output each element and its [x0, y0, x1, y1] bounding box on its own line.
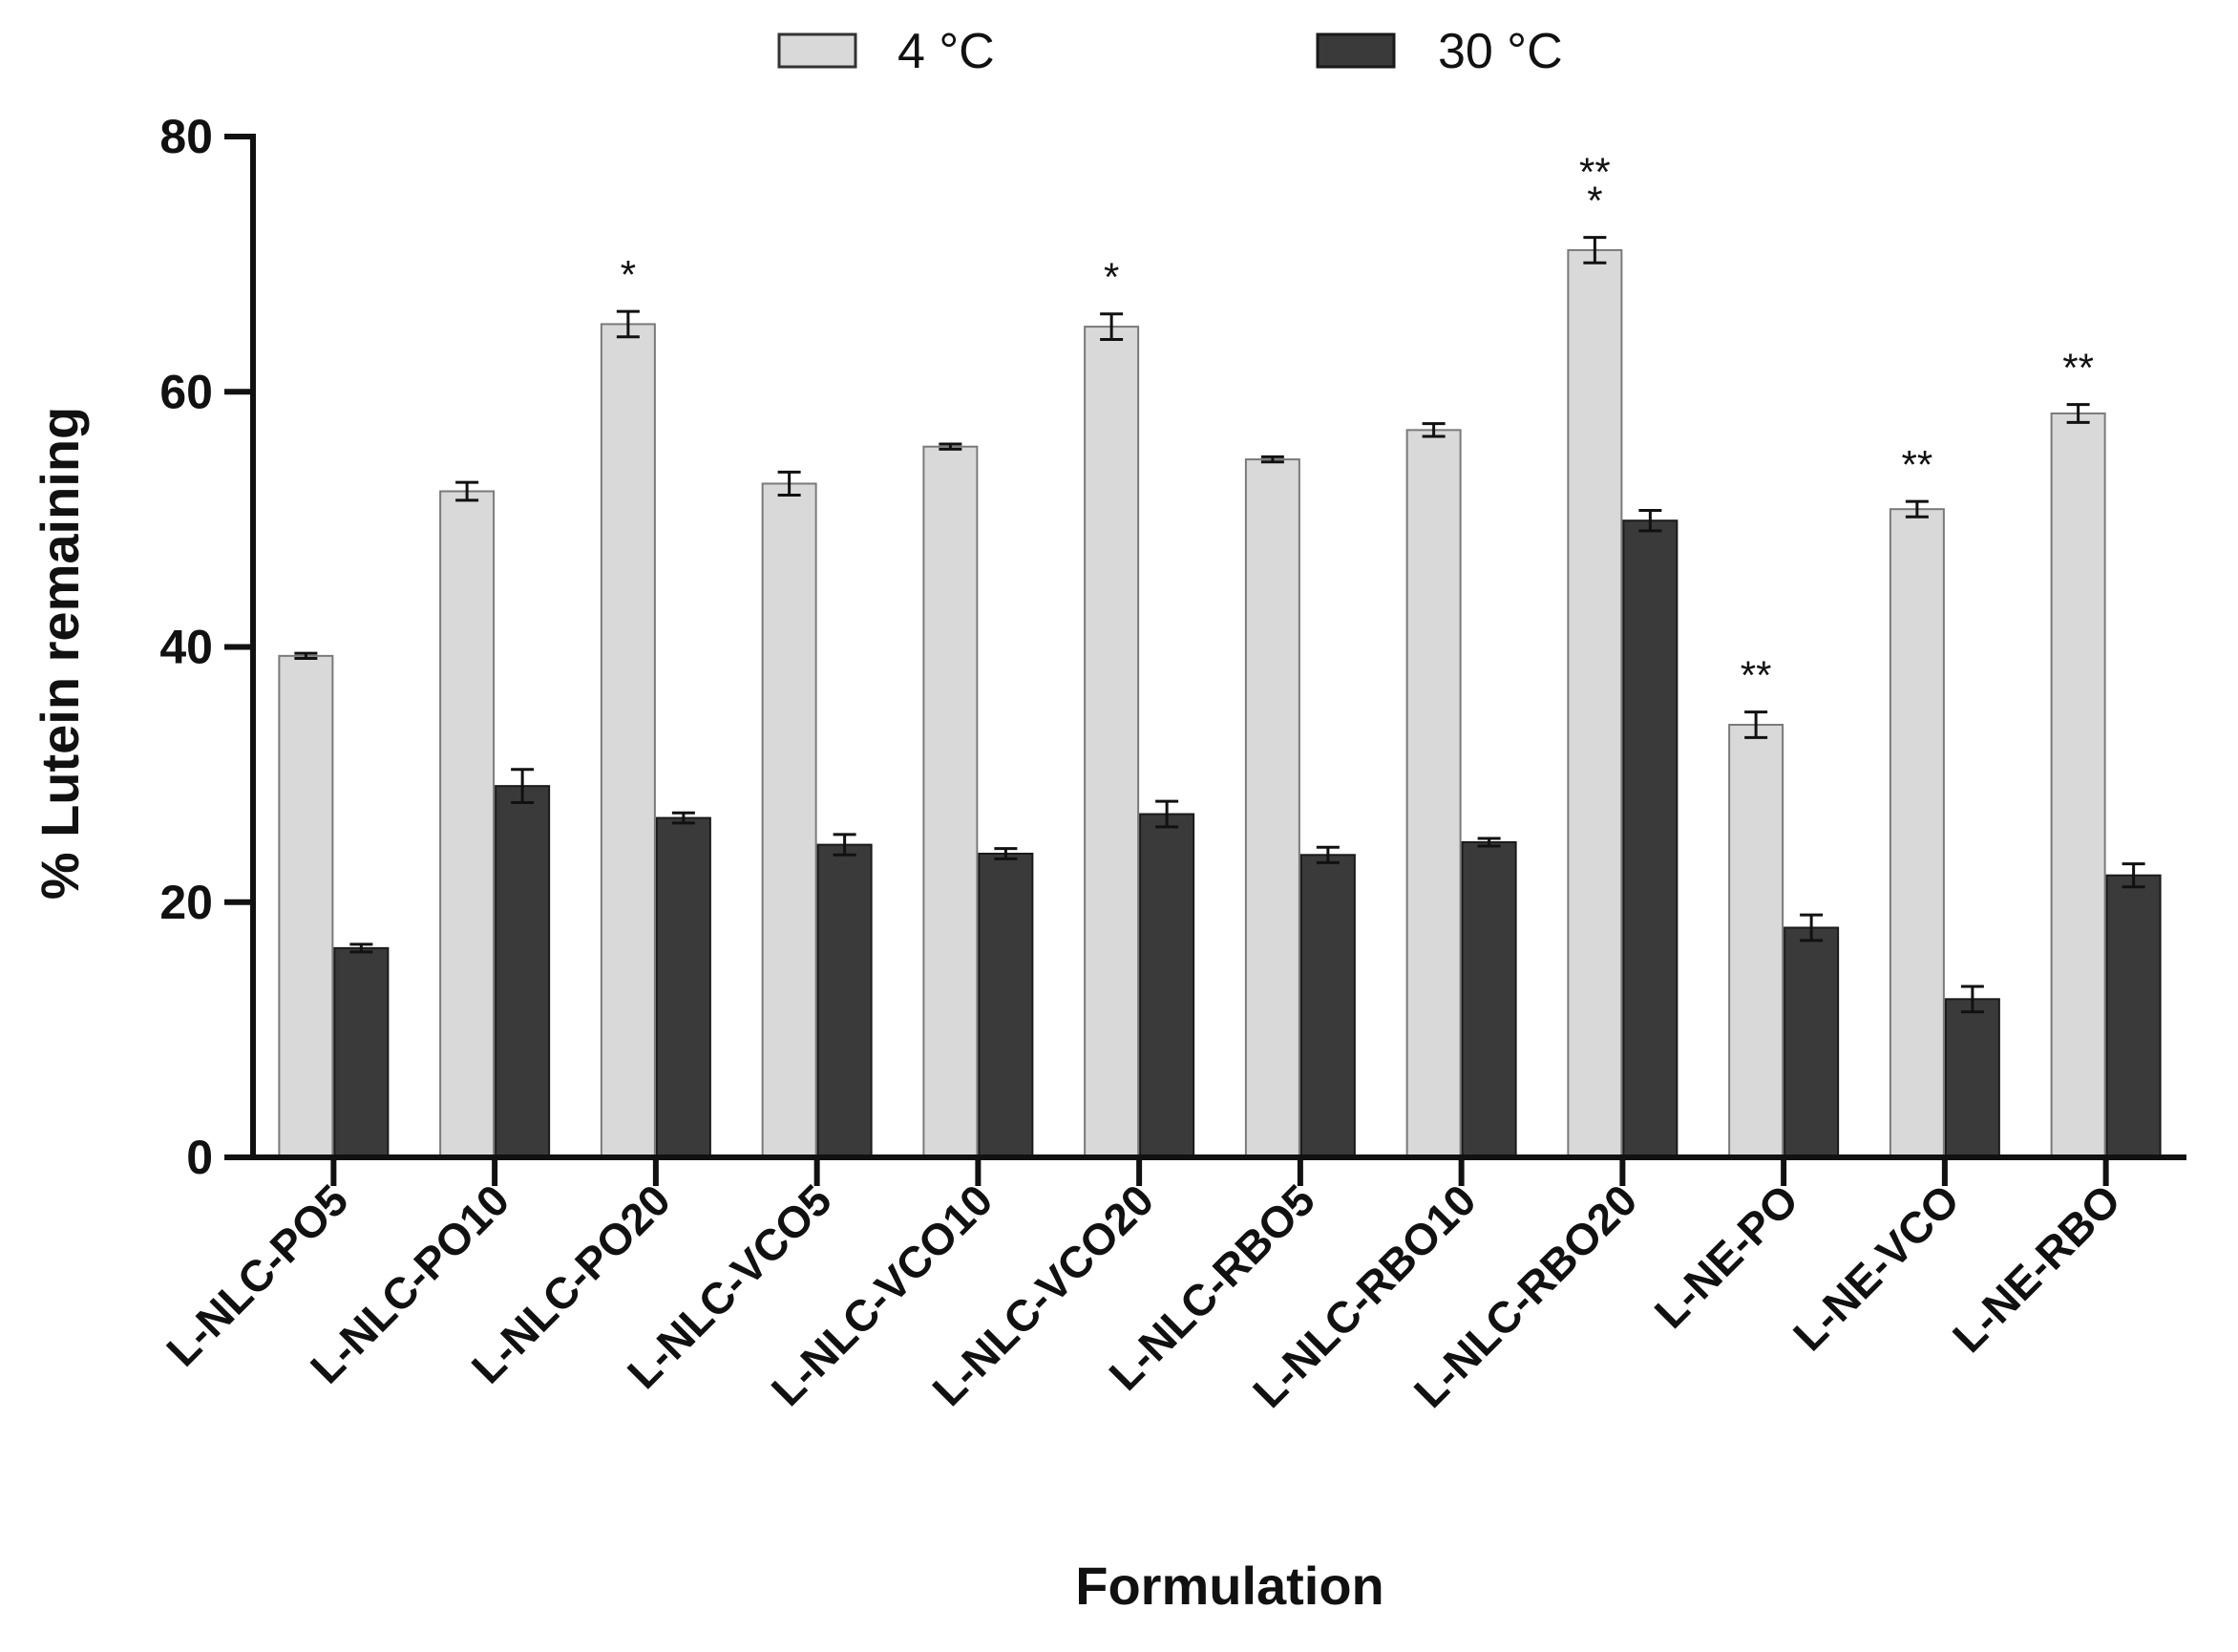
bar-4-c-l-nlc-vco10 — [922, 445, 979, 1158]
y-tick-label-0: 0 — [186, 1131, 213, 1184]
bar-4-c-l-nlc-po20 — [600, 323, 656, 1158]
bar-30-c-l-ne-vco — [1944, 998, 2000, 1159]
legend-swatch-30c — [1316, 32, 1396, 69]
bar-4-c-l-ne-po — [1728, 724, 1784, 1158]
y-axis-title: % Lutein remaining — [30, 407, 90, 900]
x-tick-label-l-ne-vco: L-NE-VCO — [1784, 1175, 1969, 1360]
y-tick-label-60: 60 — [159, 365, 213, 418]
bar-4-c-l-nlc-po10 — [439, 490, 496, 1158]
bar-30-c-l-nlc-po20 — [655, 816, 711, 1158]
legend-label-4c: 4 °C — [897, 24, 995, 79]
bar-30-c-l-nlc-vco5 — [816, 843, 873, 1159]
significance-4-c-l-nlc-po20: * — [621, 252, 636, 297]
bar-30-c-l-nlc-rbo5 — [1299, 854, 1356, 1159]
significance-4-c-l-nlc-rbo20-0: ** — [1579, 150, 1611, 195]
legend: 4 °C 30 °C — [777, 24, 1563, 79]
bar-30-c-l-nlc-po10 — [495, 785, 551, 1158]
x-tick-label-l-ne-rbo: L-NE-RBO — [1943, 1175, 2130, 1362]
bar-30-c-l-ne-po — [1784, 926, 1840, 1158]
error-bars-group — [294, 236, 2145, 1014]
bar-30-c-l-nlc-po5 — [333, 946, 390, 1158]
bar-4-c-l-nlc-po5 — [278, 654, 334, 1158]
significance-4-c-l-ne-po: ** — [1741, 653, 1772, 698]
y-tick-label-20: 20 — [159, 876, 213, 929]
bar-4-c-l-ne-rbo — [2050, 412, 2106, 1158]
significance-4-c-l-nlc-rbo20-1: * — [1587, 179, 1602, 223]
significance-4-c-l-ne-rbo: ** — [2062, 346, 2094, 391]
bar-30-c-l-nlc-rbo20 — [1622, 519, 1678, 1158]
bar-4-c-l-nlc-rbo10 — [1405, 429, 1462, 1158]
legend-swatch-4c — [777, 32, 857, 69]
x-axis-title: Formulation — [1075, 1556, 1384, 1616]
bar-4-c-l-nlc-rbo5 — [1244, 458, 1300, 1159]
significance-4-c-l-nlc-vco20: * — [1104, 255, 1119, 300]
bars-group — [278, 248, 2162, 1159]
significance-4-c-l-ne-vco: ** — [1902, 442, 1933, 487]
x-tick-label-l-ne-po: L-NE-PO — [1645, 1175, 1807, 1337]
bar-30-c-l-nlc-rbo10 — [1461, 840, 1517, 1158]
bar-30-c-l-nlc-vco20 — [1139, 813, 1195, 1159]
bar-4-c-l-nlc-vco5 — [761, 482, 817, 1158]
significance-annotations: * ********** — [621, 150, 2094, 698]
bar-4-c-l-nlc-vco20 — [1084, 326, 1140, 1158]
bar-4-c-l-nlc-rbo20 — [1567, 248, 1623, 1158]
bar-4-c-l-ne-vco — [1889, 508, 1945, 1158]
legend-label-30c: 30 °C — [1438, 24, 1563, 79]
bar-30-c-l-nlc-vco10 — [978, 852, 1034, 1158]
y-tick-label-40: 40 — [159, 621, 213, 674]
bar-30-c-l-ne-rbo — [2105, 874, 2162, 1158]
y-tick-label-80: 80 — [159, 110, 213, 163]
